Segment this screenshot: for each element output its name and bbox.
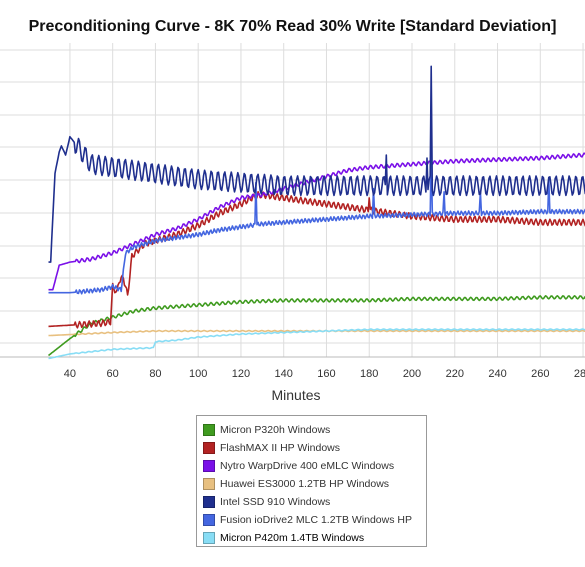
legend-label: Micron P320h Windows xyxy=(220,424,331,436)
legend-label: Huawei ES3000 1.2TB HP Windows xyxy=(220,478,390,490)
legend-swatch xyxy=(203,424,215,436)
series-line-4 xyxy=(48,65,585,263)
x-tick-label: 140 xyxy=(275,368,293,380)
legend-swatch xyxy=(203,514,215,526)
legend: Micron P320h Windows FlashMAX II HP Windo… xyxy=(196,415,427,547)
series-line-1 xyxy=(48,191,585,329)
x-tick-label: 120 xyxy=(232,368,250,380)
x-tick-label: 280 xyxy=(574,368,585,380)
x-tick-label: 160 xyxy=(317,368,335,380)
x-tick-label: 260 xyxy=(531,368,549,380)
legend-label: Intel SSD 910 Windows xyxy=(220,496,331,508)
legend-item[interactable]: Huawei ES3000 1.2TB HP Windows xyxy=(203,475,426,493)
legend-swatch xyxy=(203,496,215,508)
legend-swatch xyxy=(203,478,215,490)
legend-item[interactable]: Fusion ioDrive2 MLC 1.2TB Windows HP xyxy=(203,511,426,529)
legend-label: FlashMAX II HP Windows xyxy=(220,442,341,454)
x-tick-label: 220 xyxy=(446,368,464,380)
legend-swatch xyxy=(203,532,215,544)
x-tick-label: 180 xyxy=(360,368,378,380)
x-tick-label: 80 xyxy=(149,368,161,380)
x-tick-label: 40 xyxy=(64,368,76,380)
legend-label: Fusion ioDrive2 MLC 1.2TB Windows HP xyxy=(220,514,412,526)
series-line-2 xyxy=(48,152,585,291)
series-line-6 xyxy=(48,328,585,360)
x-tick-label: 200 xyxy=(403,368,421,380)
legend-label: Micron P420m 1.4TB Windows xyxy=(220,532,365,544)
legend-item[interactable]: Intel SSD 910 Windows xyxy=(203,493,426,511)
x-axis-title: Minutes xyxy=(271,387,320,403)
legend-swatch xyxy=(203,460,215,472)
x-tick-label: 240 xyxy=(488,368,506,380)
series-line-0 xyxy=(47,294,585,357)
chart-plot: 406080100120140160180200220240260280300 … xyxy=(0,43,585,403)
legend-item[interactable]: Nytro WarpDrive 400 eMLC Windows xyxy=(203,457,426,475)
legend-item[interactable]: Micron P420m 1.4TB Windows xyxy=(203,529,426,547)
legend-swatch xyxy=(203,442,215,454)
legend-item[interactable]: FlashMAX II HP Windows xyxy=(203,439,426,457)
series-line-5 xyxy=(48,148,585,295)
x-tick-label: 100 xyxy=(189,368,207,380)
x-tick-label: 60 xyxy=(107,368,119,380)
legend-item[interactable]: Micron P320h Windows xyxy=(203,421,426,439)
chart-title: Preconditioning Curve - 8K 70% Read 30% … xyxy=(28,18,557,35)
legend-label: Nytro WarpDrive 400 eMLC Windows xyxy=(220,460,395,472)
